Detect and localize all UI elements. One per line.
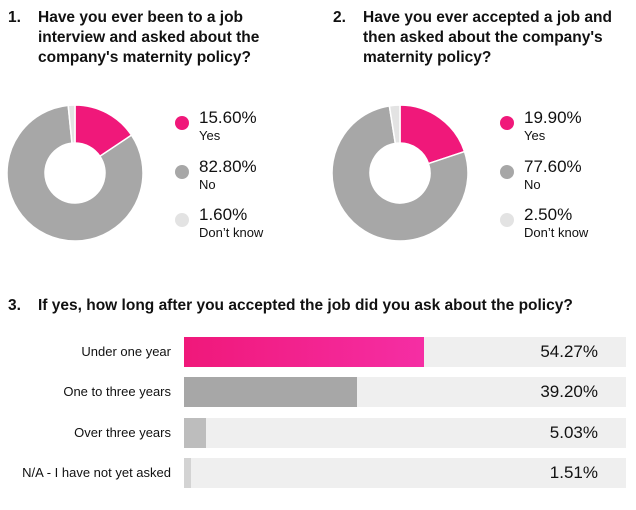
q2-legend-no-label: No [524,177,541,192]
q1-slice-no [6,104,144,242]
q1-legend-dontknow: 1.60% Don’t know [175,205,295,245]
q3-bar-row-not-yet-asked: N/A - I have not yet asked 1.51% [0,458,636,488]
q2-slice-no [331,104,469,242]
q1-legend-yes-value: 15.60% [199,108,257,127]
q2-legend-yes: 19.90% Yes [500,108,620,148]
q3-bar-value-not-yet-asked: 1.51% [549,463,598,482]
q1-title-line-2: interview and asked about the [38,29,260,46]
q3-bar-row-one-to-three-years: One to three years 39.20% [0,377,636,407]
q1-donut-chart [6,104,144,242]
q1-legend-dontknow-swatch [175,213,189,227]
q2-title-line-3: maternity policy? [363,49,492,66]
q3-bar-track-under-one-year: 54.27% [184,337,626,367]
q2-donut-chart [331,104,469,242]
q2-legend-no-value: 77.60% [524,157,582,176]
q2-slice-dontknow [388,104,401,145]
q2-legend-dontknow-value: 2.50% [524,205,573,224]
q3-number: 3. [8,297,21,314]
q3-bar-one-to-three-years [184,377,358,407]
q3-bar-row-under-one-year: Under one year 54.27% [0,337,636,367]
q3-bar-value-under-one-year: 54.27% [540,342,598,361]
q3-bar-row-over-three-years: Over three years 5.03% [0,418,636,448]
q1-legend-dontknow-label: Don’t know [199,225,264,240]
q3-bar-value-over-three-years: 5.03% [549,423,598,442]
q1-legend-no-swatch [175,165,189,179]
q1-legend-yes: 15.60% Yes [175,108,295,148]
q1-legend-no: 82.80% No [175,157,295,197]
q3-bar-track-not-yet-asked: 1.51% [184,458,626,488]
q2-number: 2. [333,9,346,26]
q1-number: 1. [8,9,21,26]
q2-title-line-2: then asked about the company's [363,29,603,46]
q2-legend-no: 77.60% No [500,157,620,197]
q2-legend-dontknow: 2.50% Don’t know [500,205,620,245]
q1-legend-no-label: No [199,177,216,192]
q1-legend-yes-label: Yes [199,128,221,143]
q3-bar-track-one-to-three-years: 39.20% [184,377,626,407]
q3-bar-over-three-years [184,418,207,448]
q2-legend-yes-value: 19.90% [524,108,582,127]
q1-title-line-3: company's maternity policy? [38,49,251,66]
q3-bar-label-over-three-years: Over three years [74,425,171,440]
q1-slice-dontknow [67,104,76,144]
q3-bar-value-one-to-three-years: 39.20% [540,382,598,401]
q1-title: 1. Have you ever been to a job interview… [8,8,308,72]
q1-title-text: Have you ever been to a job interview an… [38,8,259,68]
q2-title: 2. Have you ever accepted a job and then… [333,8,633,72]
q3-title: 3. If yes, how long after you accepted t… [8,296,628,318]
q3-bar-track-over-three-years: 5.03% [184,418,626,448]
q3-bar-label-one-to-three-years: One to three years [63,384,171,399]
q3-bar-label-not-yet-asked: N/A - I have not yet asked [22,465,171,480]
q1-legend-yes-swatch [175,116,189,130]
q3-bar-under-one-year [184,337,424,367]
q2-legend-yes-label: Yes [524,128,546,143]
q2-title-text: Have you ever accepted a job and then as… [363,8,612,68]
q3-bar-not-yet-asked [184,458,191,488]
q1-title-line-1: Have you ever been to a job [38,9,244,26]
q2-legend-yes-swatch [500,116,514,130]
q2-legend-no-swatch [500,165,514,179]
q2-title-line-1: Have you ever accepted a job and [363,9,612,26]
q2-legend-dontknow-swatch [500,213,514,227]
q3-title-text: If yes, how long after you accepted the … [38,297,573,314]
q1-legend-no-value: 82.80% [199,157,257,176]
q2-legend-dontknow-label: Don’t know [524,225,589,240]
q1-legend-dontknow-value: 1.60% [199,205,248,224]
q3-bar-label-under-one-year: Under one year [81,344,171,359]
